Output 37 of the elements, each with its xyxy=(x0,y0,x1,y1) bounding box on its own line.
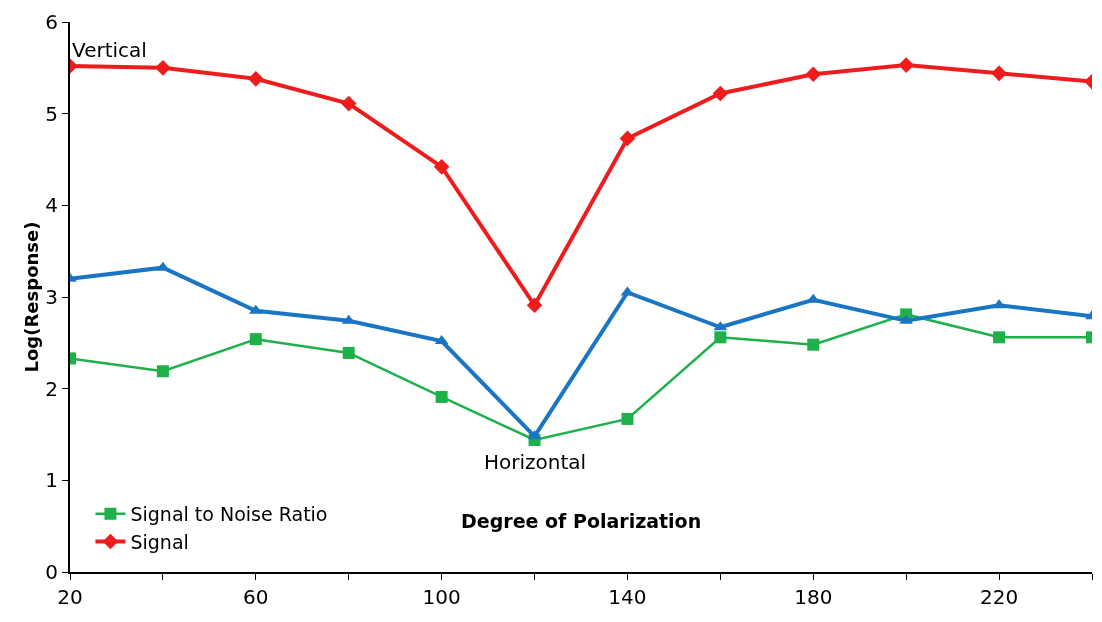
legend-label: Signal xyxy=(130,530,189,553)
point xyxy=(805,66,822,83)
x-tick-label: 100 xyxy=(422,585,461,609)
y-tick-label: 4 xyxy=(45,193,58,218)
point xyxy=(712,85,729,102)
point xyxy=(248,71,264,87)
point xyxy=(433,159,450,175)
point xyxy=(526,297,543,314)
x-tick-label: 20 xyxy=(57,585,83,609)
x-tick-label: 60 xyxy=(243,585,269,609)
annotation: Horizontal xyxy=(484,450,587,474)
point xyxy=(807,338,820,351)
x-tick-label: 220 xyxy=(980,585,1019,609)
y-tick-label: 5 xyxy=(45,101,58,126)
point xyxy=(155,60,171,76)
x-axis-title: Degree of Polarization xyxy=(461,510,702,532)
point xyxy=(340,95,357,112)
y-axis-title: Log(Response) xyxy=(20,221,42,373)
point xyxy=(435,390,448,403)
annotation: Vertical xyxy=(72,38,147,62)
point xyxy=(342,346,355,359)
point xyxy=(156,365,169,378)
point xyxy=(993,331,1006,344)
y-tick-label: 0 xyxy=(45,560,58,584)
point xyxy=(249,333,262,346)
legend-label: Signal to Noise Ratio xyxy=(130,503,328,526)
point xyxy=(991,65,1007,82)
point xyxy=(621,412,634,425)
y-tick-label: 2 xyxy=(45,376,58,401)
y-tick-label: 6 xyxy=(45,10,58,34)
y-tick-label: 1 xyxy=(45,468,58,493)
point xyxy=(714,331,727,344)
y-tick-label: 3 xyxy=(45,285,58,309)
point xyxy=(898,57,914,73)
x-tick-label: 140 xyxy=(608,585,647,609)
point xyxy=(619,130,636,147)
x-tick-label: 180 xyxy=(794,585,833,609)
